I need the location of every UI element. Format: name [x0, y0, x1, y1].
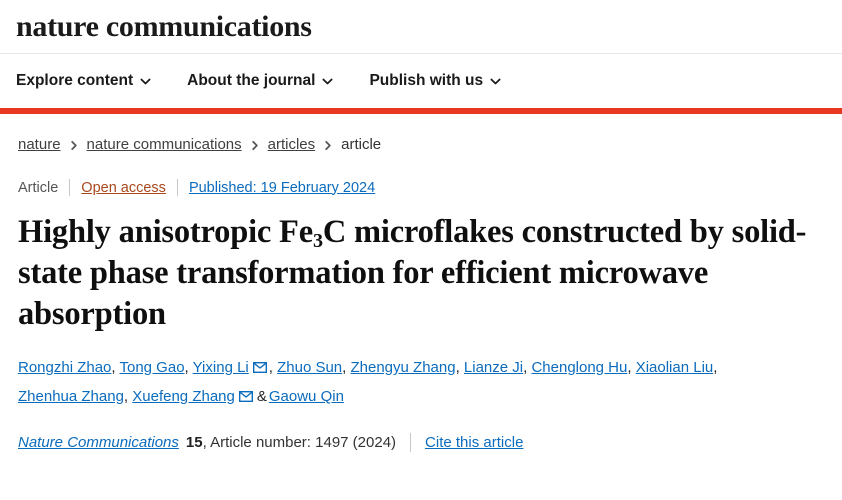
chevron-right-icon [70, 140, 78, 151]
author-link[interactable]: Xiaolian Liu [635, 358, 714, 376]
envelope-icon[interactable] [252, 361, 267, 373]
journal-logo[interactable]: nature communications [16, 9, 312, 43]
meta-divider [69, 179, 71, 196]
cite-this-article-link[interactable]: Cite this article [425, 434, 524, 452]
citation-divider [410, 433, 412, 453]
masthead: nature communications [0, 0, 842, 54]
author-separator: , [342, 358, 351, 376]
author-link[interactable]: Yixing Li [192, 358, 249, 376]
author-separator: , [111, 358, 120, 376]
nav-item-label: Publish with us [369, 72, 484, 89]
author-separator: , [713, 358, 718, 376]
article-number: , Article number: 1497 (2024) [202, 434, 397, 452]
nav-item-about-the-journal[interactable]: About the journal [187, 72, 333, 90]
breadcrumb-item-nature-communications[interactable]: nature communications [86, 136, 242, 153]
nav-item-publish-with-us[interactable]: Publish with us [369, 72, 501, 90]
title-subscript: 3 [312, 229, 323, 252]
main-navigation: Explore content About the journal Publis… [0, 54, 842, 108]
author-link[interactable]: Gaowu Qin [268, 388, 344, 406]
author-link[interactable]: Xuefeng Zhang [132, 388, 235, 406]
journal-name-link[interactable]: Nature Communications [18, 434, 179, 452]
article-meta: Article Open access Published: 19 Februa… [0, 153, 842, 196]
nav-item-explore-content[interactable]: Explore content [16, 72, 151, 90]
brand-accent-bar [0, 108, 842, 114]
author-ampersand: & [256, 388, 267, 406]
author-link[interactable]: Zhengyu Zhang [350, 358, 456, 376]
author-link[interactable]: Zhenhua Zhang [18, 388, 124, 406]
article-type-label: Article [18, 179, 59, 196]
chevron-down-icon [140, 76, 151, 87]
title-segment-1: Highly anisotropic Fe [18, 214, 313, 250]
author-link[interactable]: Rongzhi Zhao [18, 358, 112, 376]
breadcrumb-item-nature[interactable]: nature [18, 136, 61, 153]
chevron-down-icon [490, 76, 501, 87]
author-link[interactable]: Lianze Ji [463, 358, 524, 376]
breadcrumb: nature nature communications articles ar… [0, 114, 842, 153]
author-separator: , [268, 358, 278, 376]
page-title: Highly anisotropic Fe3C microflakes cons… [18, 212, 808, 335]
chevron-right-icon [324, 140, 332, 151]
author-separator: , [123, 388, 133, 406]
author-link[interactable]: Chenglong Hu [531, 358, 628, 376]
chevron-down-icon [322, 76, 333, 87]
meta-divider [176, 179, 178, 196]
breadcrumb-item-articles[interactable]: articles [267, 136, 316, 153]
volume-number: 15 [185, 434, 203, 452]
published-date-link[interactable]: Published: 19 February 2024 [188, 179, 376, 196]
envelope-icon[interactable] [238, 391, 253, 403]
breadcrumb-item-article: article [341, 136, 382, 153]
open-access-link[interactable]: Open access [81, 179, 166, 196]
nav-item-label: Explore content [16, 72, 134, 89]
author-separator: , [523, 358, 532, 376]
citation-line: Nature Communications 15 , Article numbe… [18, 433, 842, 453]
chevron-right-icon [251, 140, 259, 151]
author-list: Rongzhi Zhao, Tong Gao, Yixing Li, Zhuo … [18, 353, 818, 412]
author-separator: , [184, 358, 193, 376]
author-link[interactable]: Zhuo Sun [277, 358, 343, 376]
author-separator: , [627, 358, 636, 376]
author-separator: , [455, 358, 464, 376]
author-link[interactable]: Tong Gao [119, 358, 185, 376]
nav-item-label: About the journal [187, 72, 316, 89]
title-segment-2: C microflakes constructed by solid-state… [18, 214, 807, 332]
